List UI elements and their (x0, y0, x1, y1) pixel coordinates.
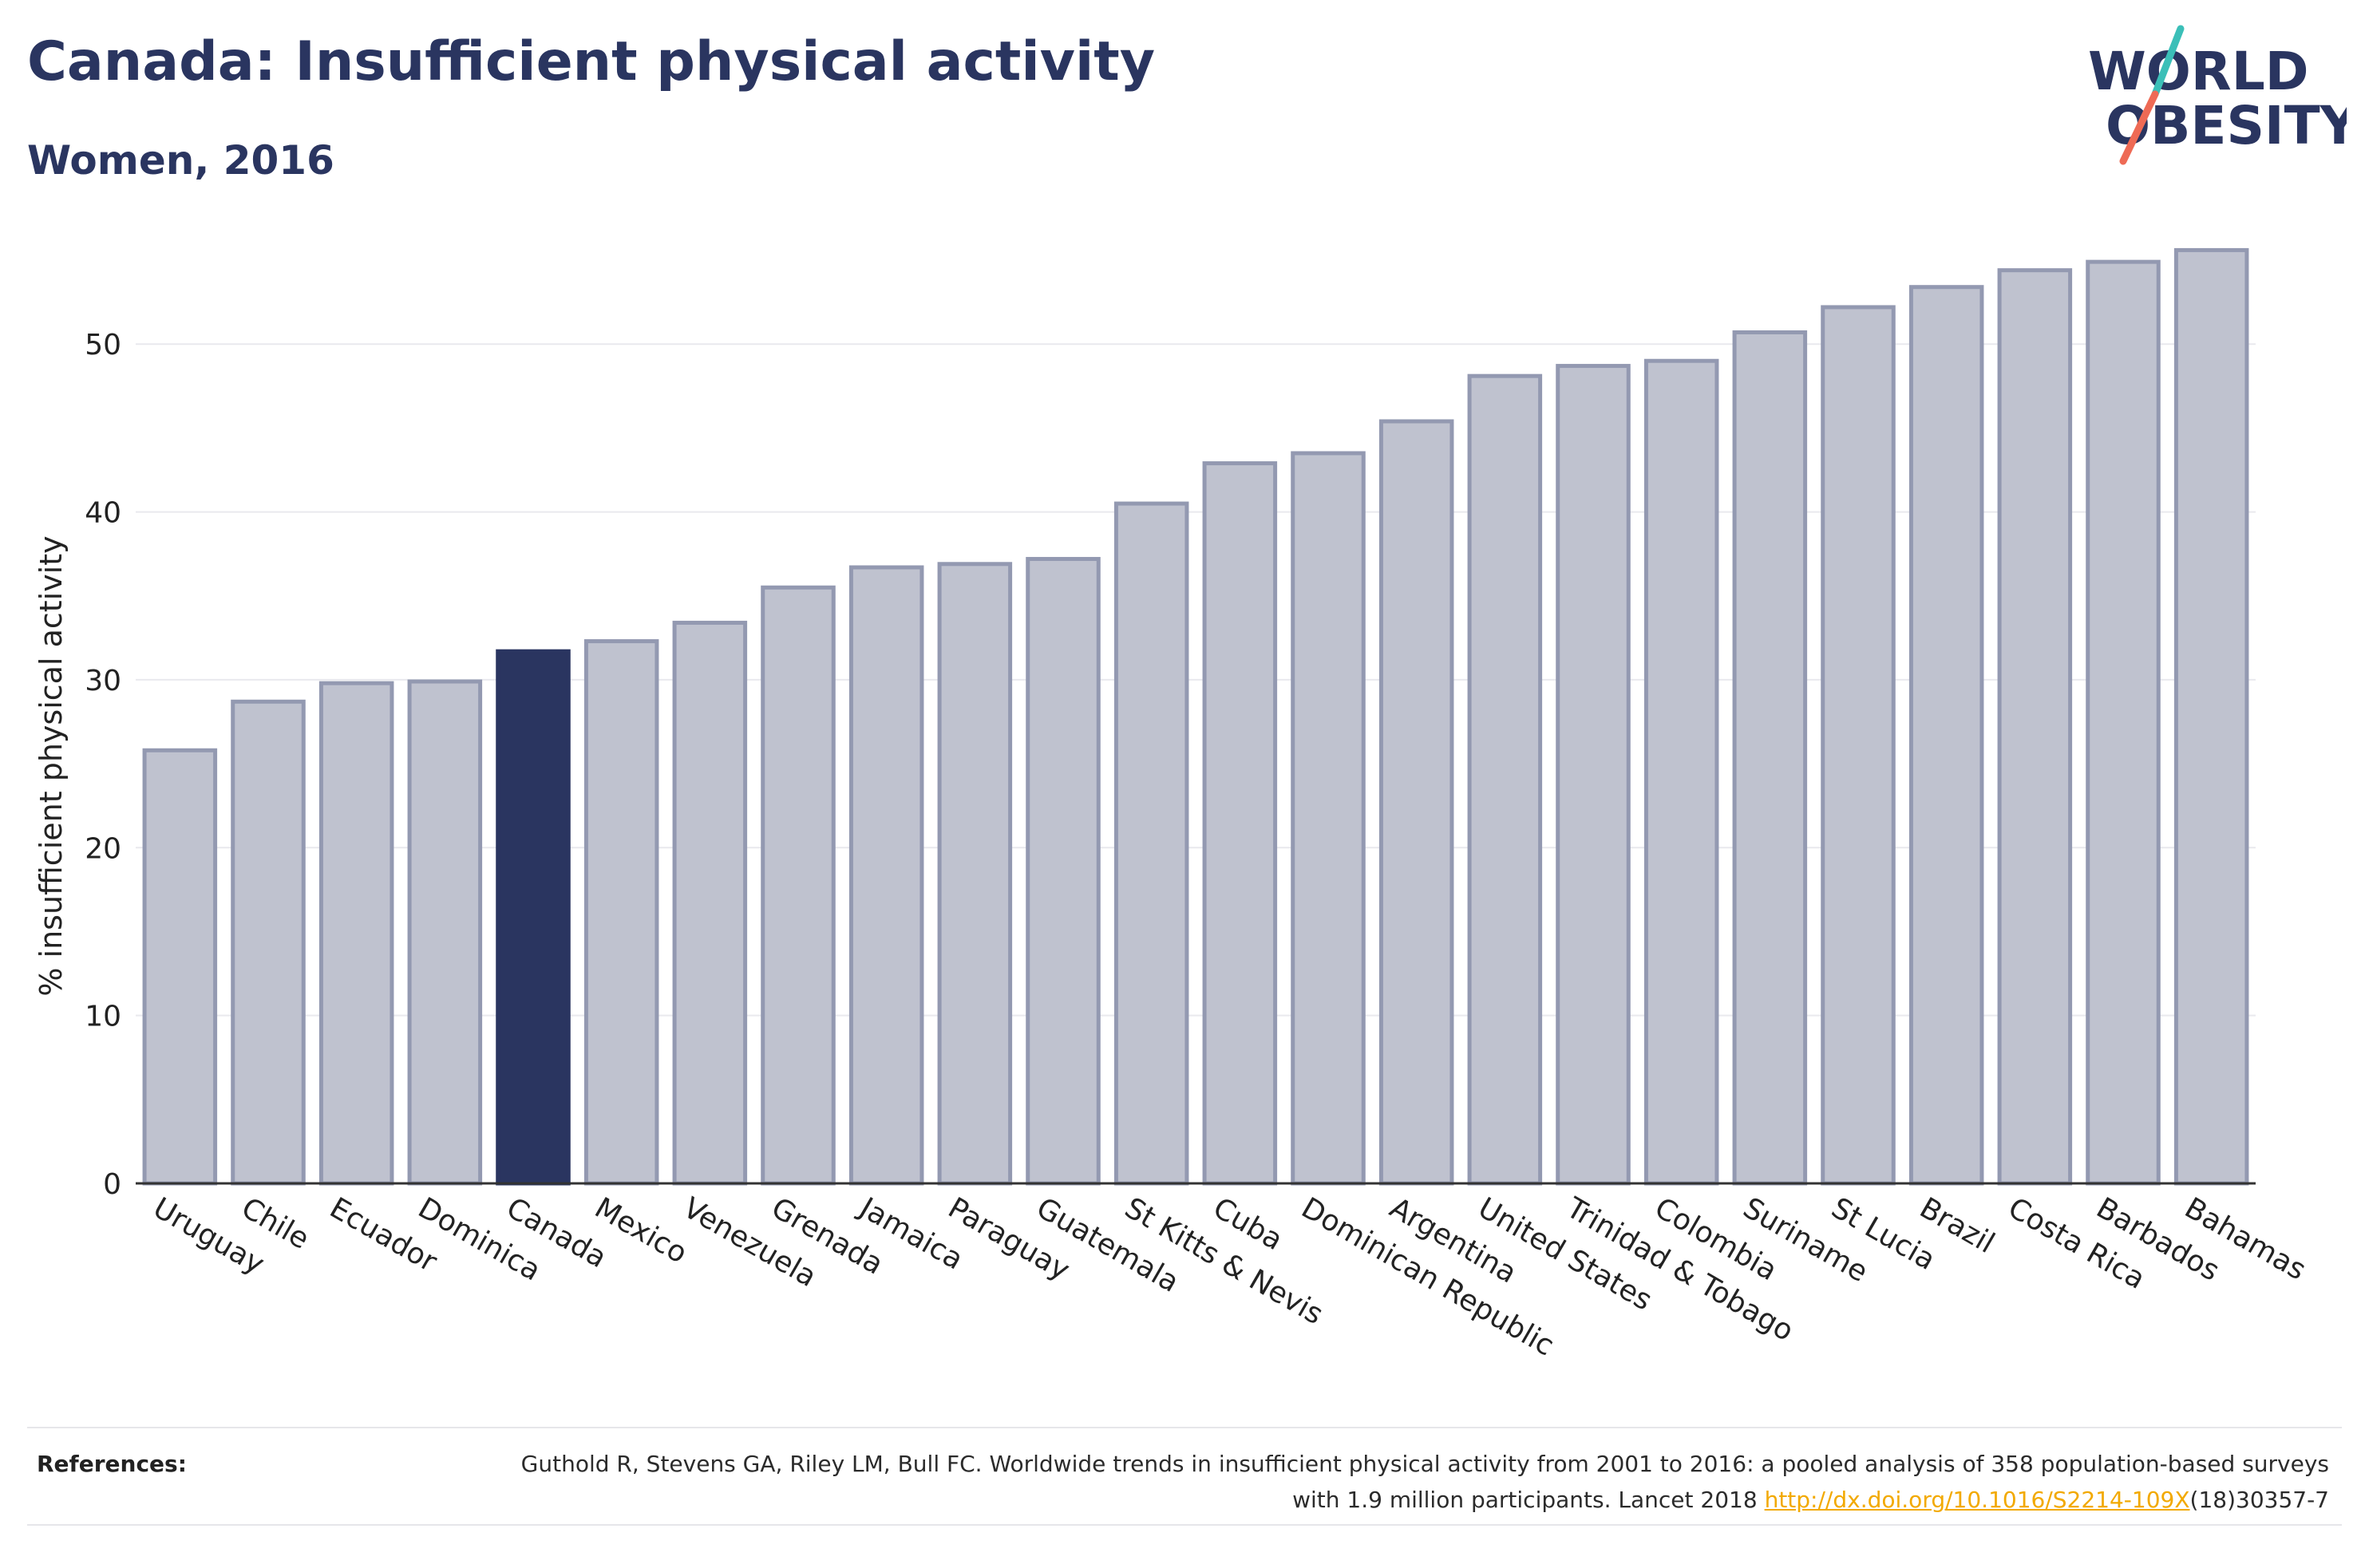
references-top-divider (27, 1427, 2342, 1428)
bar-st-kitts-nevis (1113, 501, 1189, 1186)
y-tick-label: 0 (103, 1168, 121, 1201)
references-bottom-divider (27, 1524, 2342, 1526)
bar-dominican-republic (1291, 451, 1366, 1186)
bars (142, 247, 2249, 1186)
bar-guatemala (1026, 556, 1101, 1186)
y-tick-labels: 0 10 20 30 40 50 (85, 329, 121, 1201)
bar-bahamas (2173, 247, 2249, 1186)
bar-venezuela (672, 620, 748, 1186)
bar-grenada (761, 585, 836, 1186)
y-tick-label: 30 (85, 665, 121, 697)
bar-brazil (1908, 285, 1984, 1186)
y-axis-label: % insufficient physical activity (34, 535, 69, 996)
bar-trinidad-tobago (1556, 364, 1631, 1186)
bar-chile (231, 699, 306, 1186)
bar-argentina (1378, 419, 1454, 1186)
reference-citation: Guthold R, Stevens GA, Riley LM, Bull FC… (520, 1451, 2329, 1513)
bar-mexico (583, 639, 659, 1186)
y-tick-label: 10 (85, 1001, 121, 1033)
bar-st-lucia (1821, 305, 1896, 1186)
bar-barbados (2086, 259, 2161, 1186)
bar-colombia (1643, 358, 1719, 1186)
chart-title: Canada: Insufficient physical activity (27, 30, 1156, 93)
logo-slash-teal (2151, 25, 2185, 98)
reference-citation-end: (18)30357-7 (2189, 1487, 2329, 1513)
bar-uruguay (142, 748, 218, 1186)
reference-doi-link[interactable]: http://dx.doi.org/10.1016/S2214-109X (1764, 1487, 2190, 1513)
y-tick-label: 20 (85, 832, 121, 865)
y-tick-label: 40 (85, 497, 121, 530)
bar-jamaica (848, 565, 924, 1186)
bar-paraguay (937, 562, 1013, 1186)
bar-cuba (1202, 461, 1278, 1186)
bar-costa-rica (1997, 268, 2073, 1186)
chart-subtitle: Women, 2016 (27, 137, 334, 184)
bar-dominica (407, 679, 483, 1186)
bar-suriname (1732, 330, 1808, 1186)
bar-ecuador (318, 681, 394, 1186)
references-label: References: (37, 1451, 187, 1477)
y-tick-label: 50 (85, 329, 121, 361)
logo-slash-coral (2119, 90, 2159, 165)
bar-canada (496, 649, 571, 1186)
logo-word-obesity: OBESITY (2106, 95, 2347, 156)
bar-united-states (1467, 373, 1543, 1186)
grid-lines (136, 343, 2256, 1017)
references-text: Guthold R, Stevens GA, Riley LM, Bull FC… (493, 1446, 2329, 1518)
world-obesity-logo: WORLD OBESITY (2088, 25, 2347, 165)
logo-word-world: WORLD (2088, 41, 2309, 102)
